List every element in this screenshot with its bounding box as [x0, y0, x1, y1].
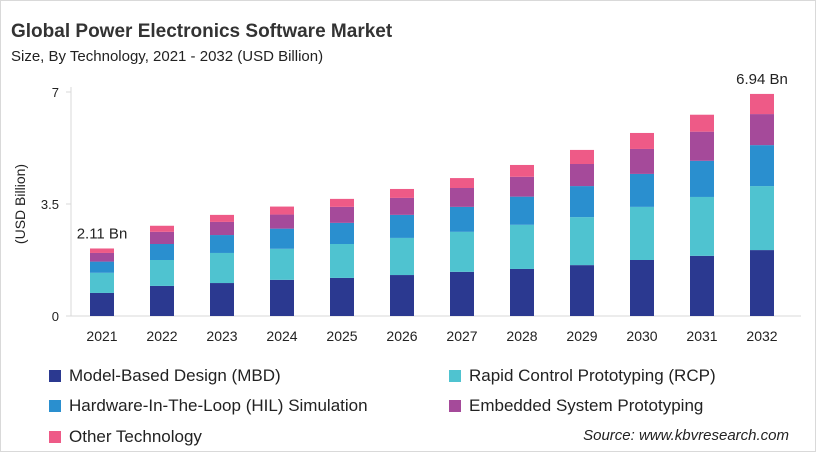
bar-segment-rapid-control-prototyping-rcp--2025 [330, 244, 354, 278]
y-tick-label: 3.5 [41, 197, 59, 212]
bar-segment-other-technology-2030 [630, 132, 654, 149]
bar-segment-embedded-system-prototyping-2026 [390, 197, 414, 215]
x-tick-label: 2028 [506, 328, 537, 344]
legend-item: Model-Based Design (MBD) [49, 366, 281, 386]
bar-segment-embedded-system-prototyping-2030 [630, 148, 654, 174]
legend-item: Hardware-In-The-Loop (HIL) Simulation [49, 396, 368, 416]
legend-item: Rapid Control Prototyping (RCP) [449, 366, 716, 386]
bar-segment-embedded-system-prototyping-2021 [90, 252, 114, 262]
legend-swatch [449, 400, 461, 412]
bar-segment-rapid-control-prototyping-rcp--2026 [390, 237, 414, 276]
x-tick-label: 2022 [146, 328, 177, 344]
bar-segment-hardware-in-the-loop-hil-simulation-2026 [390, 214, 414, 238]
bar-segment-model-based-design-mbd--2023 [210, 283, 234, 316]
bar-segment-hardware-in-the-loop-hil-simulation-2032 [750, 145, 774, 187]
y-tick-label: 0 [52, 309, 59, 324]
bar-segment-embedded-system-prototyping-2028 [510, 176, 534, 197]
x-tick-label: 2024 [266, 328, 297, 344]
x-tick-label: 2032 [746, 328, 777, 344]
y-tick-label: 7 [52, 85, 59, 100]
bar-segment-model-based-design-mbd--2030 [630, 260, 654, 316]
legend-item: Other Technology [49, 427, 202, 447]
legend-label: Other Technology [69, 427, 202, 446]
x-tick-label: 2031 [686, 328, 717, 344]
data-label-total: 2.11 Bn [77, 225, 128, 242]
bar-segment-other-technology-2032 [750, 93, 774, 115]
bar-segment-embedded-system-prototyping-2027 [450, 188, 474, 207]
bar-segment-embedded-system-prototyping-2025 [330, 206, 354, 223]
bar-segment-other-technology-2023 [210, 214, 234, 222]
legend-swatch [49, 400, 61, 412]
x-tick-label: 2021 [86, 328, 117, 344]
bar-segment-rapid-control-prototyping-rcp--2029 [570, 217, 594, 266]
bar-segment-embedded-system-prototyping-2022 [150, 231, 174, 244]
bar-segment-rapid-control-prototyping-rcp--2027 [450, 231, 474, 272]
bar-segment-rapid-control-prototyping-rcp--2028 [510, 224, 534, 269]
bar-segment-other-technology-2026 [390, 188, 414, 198]
bar-segment-rapid-control-prototyping-rcp--2021 [90, 272, 114, 293]
bar-segment-hardware-in-the-loop-hil-simulation-2022 [150, 244, 174, 260]
x-tick-label: 2026 [386, 328, 417, 344]
bar-segment-embedded-system-prototyping-2029 [570, 164, 594, 187]
x-tick-label: 2030 [626, 328, 657, 344]
chart-title: Global Power Electronics Software Market [11, 21, 393, 42]
bar-segment-rapid-control-prototyping-rcp--2030 [630, 206, 654, 260]
legend-swatch [49, 431, 61, 443]
legend-label: Hardware-In-The-Loop (HIL) Simulation [69, 396, 368, 415]
bar-segment-model-based-design-mbd--2025 [330, 277, 354, 316]
bar-segment-hardware-in-the-loop-hil-simulation-2028 [510, 196, 534, 225]
bar-segment-other-technology-2029 [570, 149, 594, 164]
bar-segment-other-technology-2025 [330, 198, 354, 207]
bar-segment-other-technology-2031 [690, 114, 714, 132]
bar-segment-model-based-design-mbd--2029 [570, 265, 594, 316]
bar-segment-other-technology-2021 [90, 248, 114, 253]
bar-segment-hardware-in-the-loop-hil-simulation-2031 [690, 160, 714, 197]
source-note: Source: www.kbvresearch.com [583, 427, 789, 444]
bar-segment-model-based-design-mbd--2031 [690, 255, 714, 316]
bar-segment-embedded-system-prototyping-2031 [690, 131, 714, 161]
bar-segment-rapid-control-prototyping-rcp--2024 [270, 248, 294, 280]
bar-segment-model-based-design-mbd--2026 [390, 275, 414, 316]
bar-segment-model-based-design-mbd--2022 [150, 285, 174, 316]
legend-label: Model-Based Design (MBD) [69, 366, 281, 385]
legend-label: Embedded System Prototyping [469, 396, 704, 415]
chart-subtitle: Size, By Technology, 2021 - 2032 (USD Bi… [11, 48, 324, 65]
legend-swatch [49, 370, 61, 382]
bar-segment-other-technology-2022 [150, 225, 174, 232]
legend-swatch [449, 370, 461, 382]
bar-segment-hardware-in-the-loop-hil-simulation-2025 [330, 222, 354, 244]
y-axis-label: (USD Billion) [12, 164, 28, 244]
x-tick-label: 2029 [566, 328, 597, 344]
bar-segment-hardware-in-the-loop-hil-simulation-2029 [570, 186, 594, 218]
legend-label: Rapid Control Prototyping (RCP) [469, 366, 716, 385]
x-tick-label: 2027 [446, 328, 477, 344]
bar-segment-rapid-control-prototyping-rcp--2031 [690, 196, 714, 256]
bar-segment-rapid-control-prototyping-rcp--2032 [750, 186, 774, 251]
bar-segment-model-based-design-mbd--2027 [450, 271, 474, 316]
bar-segment-hardware-in-the-loop-hil-simulation-2024 [270, 228, 294, 249]
x-tick-label: 2025 [326, 328, 357, 344]
bar-segment-other-technology-2024 [270, 206, 294, 215]
bar-segment-model-based-design-mbd--2032 [750, 250, 774, 316]
bar-segment-hardware-in-the-loop-hil-simulation-2030 [630, 173, 654, 207]
bar-segment-other-technology-2027 [450, 178, 474, 188]
bar-segment-model-based-design-mbd--2024 [270, 279, 294, 316]
bar-segment-embedded-system-prototyping-2024 [270, 214, 294, 229]
bar-segment-rapid-control-prototyping-rcp--2023 [210, 252, 234, 284]
bar-segment-other-technology-2028 [510, 164, 534, 177]
bar-segment-hardware-in-the-loop-hil-simulation-2021 [90, 261, 114, 273]
bar-segment-rapid-control-prototyping-rcp--2022 [150, 260, 174, 286]
bar-segment-embedded-system-prototyping-2023 [210, 221, 234, 236]
bar-segment-model-based-design-mbd--2021 [90, 292, 114, 316]
bar-segment-embedded-system-prototyping-2032 [750, 114, 774, 146]
x-tick-label: 2023 [206, 328, 237, 344]
legend-item: Embedded System Prototyping [449, 396, 703, 416]
bar-segment-model-based-design-mbd--2028 [510, 268, 534, 316]
data-label-total: 6.94 Bn [736, 71, 788, 88]
bar-segment-hardware-in-the-loop-hil-simulation-2023 [210, 235, 234, 253]
bar-segment-hardware-in-the-loop-hil-simulation-2027 [450, 206, 474, 232]
